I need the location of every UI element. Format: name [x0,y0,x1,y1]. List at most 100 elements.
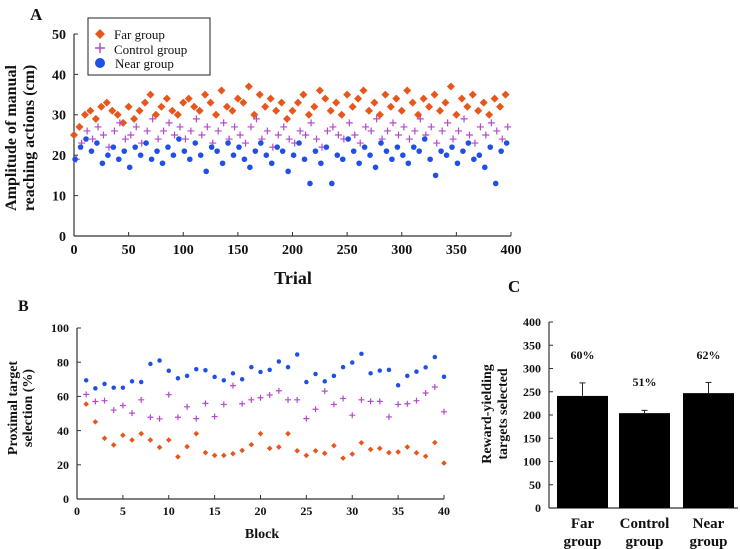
data-point-control [438,127,446,135]
data-point-near [129,379,135,384]
data-point-near [276,359,282,364]
data-point-near [241,156,248,163]
data-point-far [386,449,392,456]
data-point-near [214,148,220,154]
data-point-near [165,144,171,150]
data-point-control [119,402,126,409]
legend-near: Near group [115,56,174,71]
y-tick-label: 40 [57,424,69,438]
bar-percent-label: 62% [697,348,721,362]
data-point-far [162,94,171,103]
data-point-control [307,119,315,127]
data-point-control [351,131,359,139]
data-point-control [449,135,457,143]
bar [557,395,608,508]
data-point-far [110,442,117,448]
data-point-near [203,168,209,175]
data-point-far [201,90,210,99]
panel-label-c: C [508,277,520,296]
data-point-far [430,90,439,99]
data-point-control [257,394,264,401]
data-point-far [206,98,215,107]
data-point-far [419,94,428,103]
data-point-control [99,131,107,139]
data-point-near [361,144,368,150]
data-point-near [230,371,236,376]
data-point-control [400,123,408,131]
data-point-control [127,131,135,139]
data-point-control [384,127,392,135]
x-tick-label: 50 [122,243,136,258]
x-category-label: group [689,534,727,549]
data-point-control [455,127,463,135]
x-tick-label: 400 [501,243,522,258]
data-point-control [92,398,99,405]
data-point-far [446,82,455,91]
data-point-control [395,401,402,408]
data-point-near [334,152,341,158]
data-point-near [290,152,297,158]
x-tick-label: 15 [209,504,221,518]
data-point-far [404,444,411,450]
data-point-near [441,374,447,379]
data-point-near [102,381,107,387]
legend-plus-marker [95,43,105,53]
data-point-control [147,414,154,421]
x-tick-label: 100 [173,243,194,258]
data-point-far [457,94,466,103]
x-tick-label: 0 [71,243,78,258]
data-point-far [283,114,292,123]
data-point-control [211,413,218,420]
data-point-near [176,136,182,142]
y-tick-label: 350 [523,338,541,352]
data-point-control [302,131,310,139]
data-point-far [141,98,150,107]
data-point-near [318,160,324,167]
data-point-control [465,131,473,139]
data-point-control [83,127,91,135]
data-point-control [358,396,365,403]
data-point-near [460,148,466,154]
data-point-control [110,407,117,414]
data-point-far [266,445,273,452]
data-point-control [242,139,250,147]
y-axis-label-line1: Amplitude of manual [3,65,20,211]
y-tick-label: 80 [57,355,69,369]
data-point-far [86,106,95,115]
data-point-control [94,123,102,131]
data-point-control [323,127,331,135]
data-point-far [120,432,126,439]
x-tick-label: 250 [337,243,358,258]
data-point-far [101,435,108,442]
data-point-near [197,152,204,158]
data-point-far [212,110,221,119]
data-point-far [294,447,300,454]
data-point-control [154,135,162,143]
data-point-control [334,131,342,139]
data-point-control [441,408,447,415]
data-point-near [304,379,309,385]
data-point-far [299,90,308,99]
data-point-near [386,367,392,373]
data-point-control [214,127,222,135]
data-point-far [403,86,412,95]
data-point-far [343,90,352,99]
data-point-far [375,110,384,119]
data-point-far [277,98,286,107]
data-point-far [102,98,111,107]
data-point-near [157,358,162,363]
data-point-near [249,364,254,370]
data-point-near [454,160,461,167]
x-tick-label: 300 [391,243,412,258]
data-point-far [452,110,461,119]
data-point-control [413,397,420,404]
data-point-control [101,397,108,404]
data-point-far [490,94,499,103]
data-point-near [423,365,428,370]
data-point-far [501,90,510,99]
data-point-near [77,144,84,150]
data-point-control [471,139,479,147]
data-point-near [203,367,208,373]
data-point-near [230,152,237,158]
